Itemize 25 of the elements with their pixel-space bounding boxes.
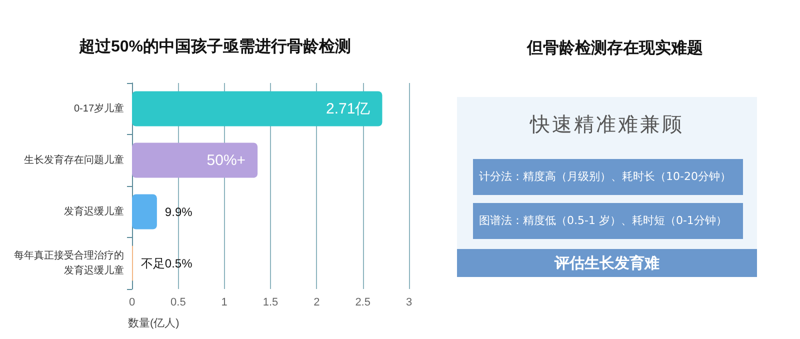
bar	[132, 91, 382, 126]
x-tick-label: 3	[406, 296, 412, 308]
text: 快速精准难兼顾	[528, 111, 685, 138]
x-tick-label: 2.5	[355, 296, 370, 308]
bar	[132, 194, 157, 230]
y-tick-label: 生长发育存在问题儿童	[24, 154, 124, 166]
x-tick-label: 2	[314, 296, 320, 308]
annotation: 9.9%	[164, 204, 193, 219]
text: 计分法：精度高（月级别）、耗时长（10-20分钟）	[473, 159, 743, 195]
chart-title: 超过50%的中国孩子亟需进行骨龄检测	[78, 38, 352, 56]
y-tick-label: 每年真正接受合理治疗的发育迟缓儿童	[14, 249, 124, 276]
text: 评估生长发育难	[457, 249, 757, 277]
annotation: 不足0.5%	[140, 256, 193, 270]
annotation: 50%+	[206, 152, 246, 169]
text: 图谱法：精度低（0.5-1 岁）、耗时短（0-1分钟）	[473, 203, 743, 239]
y-tick-label: 发育迟缓儿童	[64, 205, 124, 218]
x-tick-label: 0.5	[170, 296, 186, 308]
x-tick-label: 1	[221, 296, 228, 308]
bar	[132, 142, 258, 178]
x-axis-title: 数量(亿人)	[128, 318, 180, 330]
y-tick-label: 0-17岁儿童	[74, 102, 124, 114]
x-tick-label: 0	[128, 296, 136, 308]
text: 但骨龄检测存在现实难题	[526, 38, 704, 59]
data-label: 2.71亿	[326, 100, 370, 118]
x-tick-label: 1.5	[262, 296, 278, 308]
